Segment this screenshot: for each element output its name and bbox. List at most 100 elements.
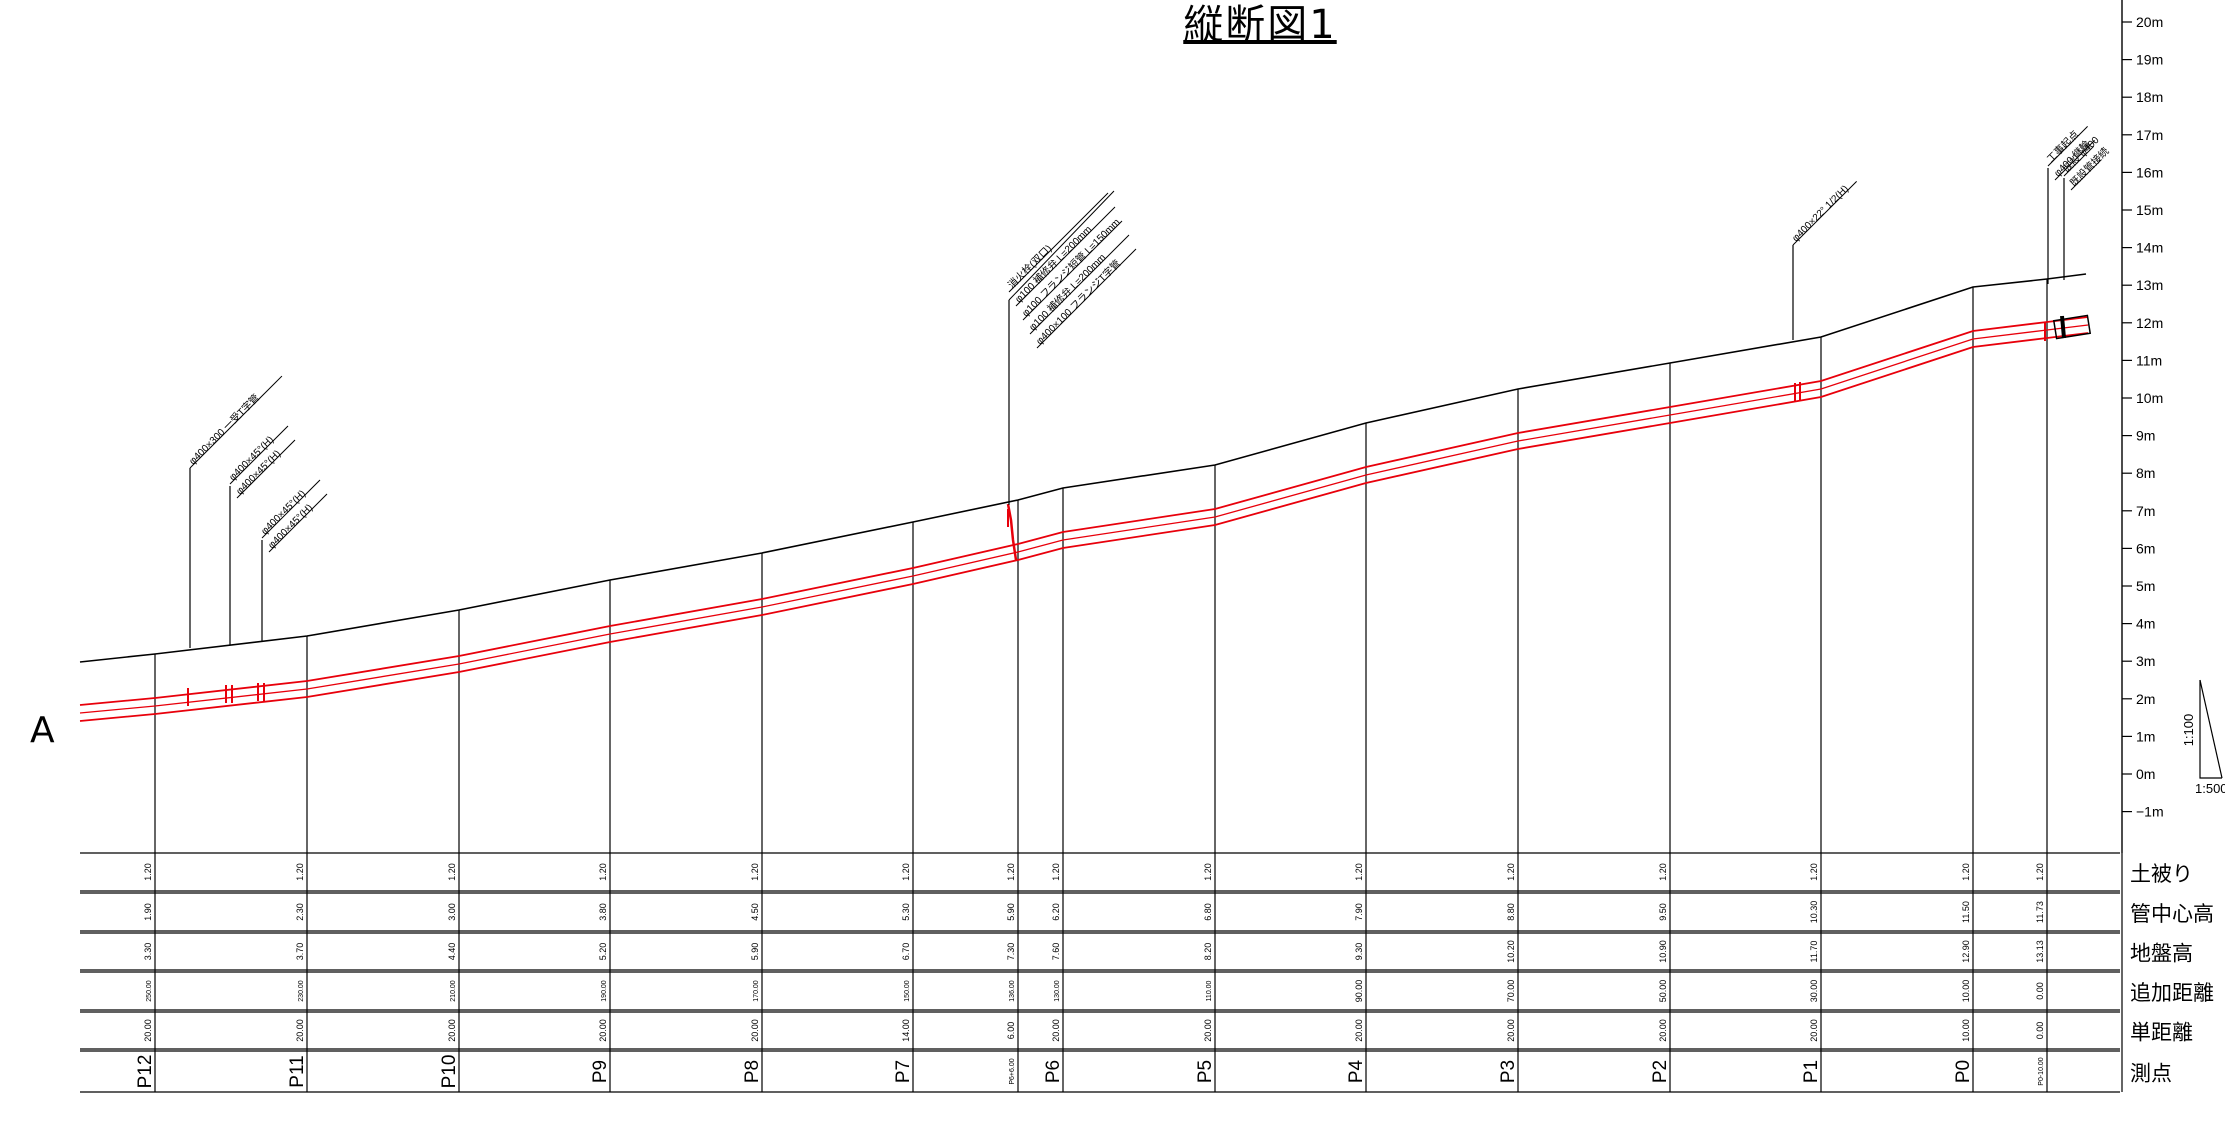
station-name: P1 xyxy=(1801,1060,1822,1083)
table-value: 6.00 xyxy=(1006,1022,1016,1040)
table-value: 5.20 xyxy=(598,943,608,961)
scale-vertical: 1:100 xyxy=(2181,714,2196,747)
table-value: 20.00 xyxy=(1658,1019,1668,1042)
scale-triangle xyxy=(2199,680,2222,779)
table-value: 1.20 xyxy=(1506,863,1516,881)
table-value: 3.00 xyxy=(447,903,457,921)
elevation-tick-label: 10m xyxy=(2136,390,2163,406)
table-value: 1.20 xyxy=(1051,863,1061,881)
table-value: 2.30 xyxy=(295,903,305,921)
elevation-tick-label: 15m xyxy=(2136,202,2163,218)
table-value: 8.20 xyxy=(1203,943,1213,961)
station-name: P5 xyxy=(1195,1060,1216,1083)
station-name: P2 xyxy=(1650,1060,1671,1083)
elevation-tick-label: 17m xyxy=(2136,127,2163,143)
table-value: 9.50 xyxy=(1658,903,1668,921)
table-value: 8.80 xyxy=(1506,903,1516,921)
table-value: 20.00 xyxy=(143,1019,153,1042)
table-value: 11.70 xyxy=(1809,941,1819,963)
callout-underline xyxy=(1015,206,1116,307)
table-value: 4.40 xyxy=(447,943,457,961)
table-value: 20.00 xyxy=(295,1019,305,1042)
station-name: P6+6.00 xyxy=(1009,1058,1016,1084)
elevation-tick-label: 12m xyxy=(2136,315,2163,331)
table-value: 12.90 xyxy=(1961,940,1971,963)
table-value: 130.00 xyxy=(1054,980,1061,1002)
drawing-title: 縦断図1 xyxy=(1183,2,1337,48)
callout-underline xyxy=(261,479,321,539)
row-label: 土被り xyxy=(2130,863,2193,886)
table-value: 20.00 xyxy=(447,1019,457,1042)
table-value: 20.00 xyxy=(1506,1019,1516,1042)
station-name: P3 xyxy=(1498,1060,1519,1083)
station-name: P7 xyxy=(893,1060,914,1083)
callout-underline xyxy=(1029,234,1130,335)
table-value: 10.20 xyxy=(1506,940,1516,963)
table-value: 1.20 xyxy=(1203,863,1213,881)
table-value: 5.90 xyxy=(750,943,760,961)
table-value: 3.30 xyxy=(143,943,153,961)
callout-underline xyxy=(2054,140,2095,181)
table-value: 1.20 xyxy=(598,863,608,881)
callout-underline xyxy=(1792,181,1857,246)
table-value: 1.20 xyxy=(1809,863,1819,881)
table-value: 170.00 xyxy=(753,980,760,1002)
elevation-tick-label: 16m xyxy=(2136,164,2163,180)
callout-underline xyxy=(229,425,289,485)
station-name: P10 xyxy=(439,1055,460,1089)
callout-underline xyxy=(1008,190,1115,301)
table-value: 136.00 xyxy=(1009,980,1016,1002)
callout-underline xyxy=(1008,192,1109,293)
table-value: 7.30 xyxy=(1006,943,1016,961)
table-value: 110.00 xyxy=(1206,980,1213,1001)
table-value: 7.60 xyxy=(1051,943,1061,961)
table-value: 0.00 xyxy=(2035,1022,2045,1040)
station-name: P8 xyxy=(742,1060,763,1083)
table-value: 5.90 xyxy=(1006,903,1016,921)
elevation-tick-label: 20m xyxy=(2136,14,2163,30)
row-label: 追加距離 xyxy=(2130,982,2214,1005)
table-value: 150.00 xyxy=(904,980,911,1002)
station-name: P6 xyxy=(1043,1060,1064,1083)
table-value: 11.73 xyxy=(2035,901,2045,923)
table-value: 0.00 xyxy=(2035,982,2045,1000)
table-value: 20.00 xyxy=(1809,1019,1819,1042)
table-value: 1.20 xyxy=(1658,863,1668,881)
table-value: 30.00 xyxy=(1809,980,1819,1003)
table-value: 20.00 xyxy=(750,1019,760,1042)
elevation-tick-label: 13m xyxy=(2136,277,2163,293)
table-value: 20.00 xyxy=(1354,1019,1364,1042)
elevation-tick-label: 9m xyxy=(2136,428,2155,444)
row-label: 管中心高 xyxy=(2130,903,2214,926)
table-value: 6.80 xyxy=(1203,903,1213,921)
pipe-line xyxy=(79,316,2089,706)
callout-underline xyxy=(2047,126,2088,167)
elevation-tick-label: 1m xyxy=(2136,728,2155,744)
callout-underline xyxy=(2063,145,2095,177)
table-value: 90.00 xyxy=(1354,980,1364,1003)
table-value: 1.20 xyxy=(1354,863,1364,881)
table-value: 10.90 xyxy=(1658,940,1668,963)
table-value: 50.00 xyxy=(1658,980,1668,1003)
callout-underline xyxy=(236,439,296,499)
hydrant-fitting xyxy=(1006,503,1018,561)
table-value: 1.20 xyxy=(1961,863,1971,881)
pipe-line xyxy=(79,324,2089,714)
elevation-tick-label: 4m xyxy=(2136,616,2155,632)
pipe-joint xyxy=(2060,315,2066,339)
elevation-tick-label: −1m xyxy=(2136,804,2164,820)
table-value: 13.13 xyxy=(2035,940,2045,963)
table-value: 190.00 xyxy=(601,980,608,1002)
elevation-tick-label: 0m xyxy=(2136,766,2155,782)
ground-line xyxy=(79,273,2087,663)
station-name: P4 xyxy=(1346,1059,1367,1083)
table-value: 10.00 xyxy=(1961,1019,1971,1042)
row-label: 地盤高 xyxy=(2130,943,2193,966)
table-value: 10.00 xyxy=(1961,980,1971,1003)
table-value: 10.30 xyxy=(1809,901,1819,924)
callout-text: φ400×22° 1/2(H) xyxy=(1790,184,1851,245)
elevation-tick-label: 11m xyxy=(2136,352,2162,368)
elevation-tick-label: 18m xyxy=(2136,89,2163,105)
table-value: 1.20 xyxy=(1006,863,1016,881)
table-value: 7.90 xyxy=(1354,903,1364,921)
